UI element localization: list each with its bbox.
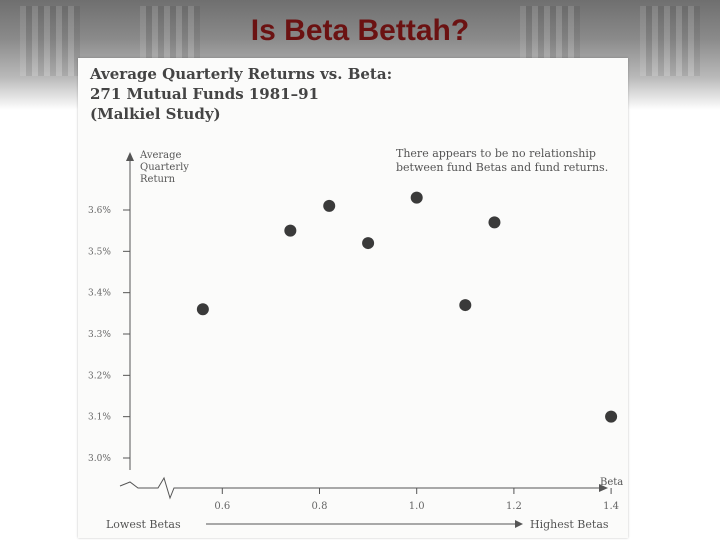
x-axis-label: Beta xyxy=(600,477,623,488)
chart-panel: Average Quarterly Returns vs. Beta: 271 … xyxy=(78,58,628,538)
data-point xyxy=(323,199,336,212)
x-axis-line xyxy=(119,476,600,500)
data-point xyxy=(605,410,618,423)
chart-title-line: 271 Mutual Funds 1981–91 xyxy=(90,85,319,103)
y-axis-label: Return xyxy=(140,174,176,185)
y-axis-label: Quarterly xyxy=(140,162,189,173)
chart-annotation: between fund Betas and fund returns. xyxy=(396,161,608,174)
chart-title: Average Quarterly Returns vs. Beta: 271 … xyxy=(90,64,392,124)
highest-betas-label: Highest Betas xyxy=(530,518,609,531)
axes xyxy=(119,152,608,500)
y-tick-label: 3.1% xyxy=(88,413,111,423)
y-axis-arrow xyxy=(126,152,134,161)
x-ticks: 0.6 0.8 1.0 1.2 1.4 xyxy=(214,488,619,512)
data-points xyxy=(196,191,618,423)
x-axis-arrow xyxy=(599,484,608,492)
y-tick-label: 3.0% xyxy=(88,454,111,464)
lowest-betas-label: Lowest Betas xyxy=(106,518,181,531)
data-point xyxy=(488,216,501,229)
y-tick-label: 3.2% xyxy=(88,371,111,381)
data-point xyxy=(410,191,423,204)
range-arrow-head xyxy=(515,520,523,528)
data-point xyxy=(196,303,209,316)
slide-title: Is Beta Bettah? xyxy=(250,14,470,47)
y-tick-label: 3.4% xyxy=(88,289,111,299)
banner-carving xyxy=(20,6,80,76)
x-tick-label: 1.2 xyxy=(506,501,522,512)
data-point xyxy=(459,299,472,312)
x-tick-label: 1.0 xyxy=(409,501,425,512)
data-point xyxy=(284,224,297,237)
y-tick-label: 3.3% xyxy=(88,330,111,340)
chart-annotation: There appears to be no relationship xyxy=(396,147,596,160)
y-ticks: 3.0% 3.1% 3.2% 3.3% 3.4% 3.5% 3.6% xyxy=(88,206,130,464)
x-tick-label: 0.8 xyxy=(312,501,328,512)
y-axis-label: Average xyxy=(139,150,182,161)
y-tick-label: 3.5% xyxy=(88,247,111,257)
chart-title-line: (Malkiel Study) xyxy=(90,105,221,123)
scatter-chart: Average Quarterly Return There appears t… xyxy=(88,147,623,531)
x-tick-label: 0.6 xyxy=(214,501,230,512)
banner-carving xyxy=(640,6,700,76)
data-point xyxy=(362,237,375,250)
chart-title-line: Average Quarterly Returns vs. Beta: xyxy=(90,65,393,83)
x-tick-label: 1.4 xyxy=(603,501,619,512)
y-tick-label: 3.6% xyxy=(88,206,111,216)
